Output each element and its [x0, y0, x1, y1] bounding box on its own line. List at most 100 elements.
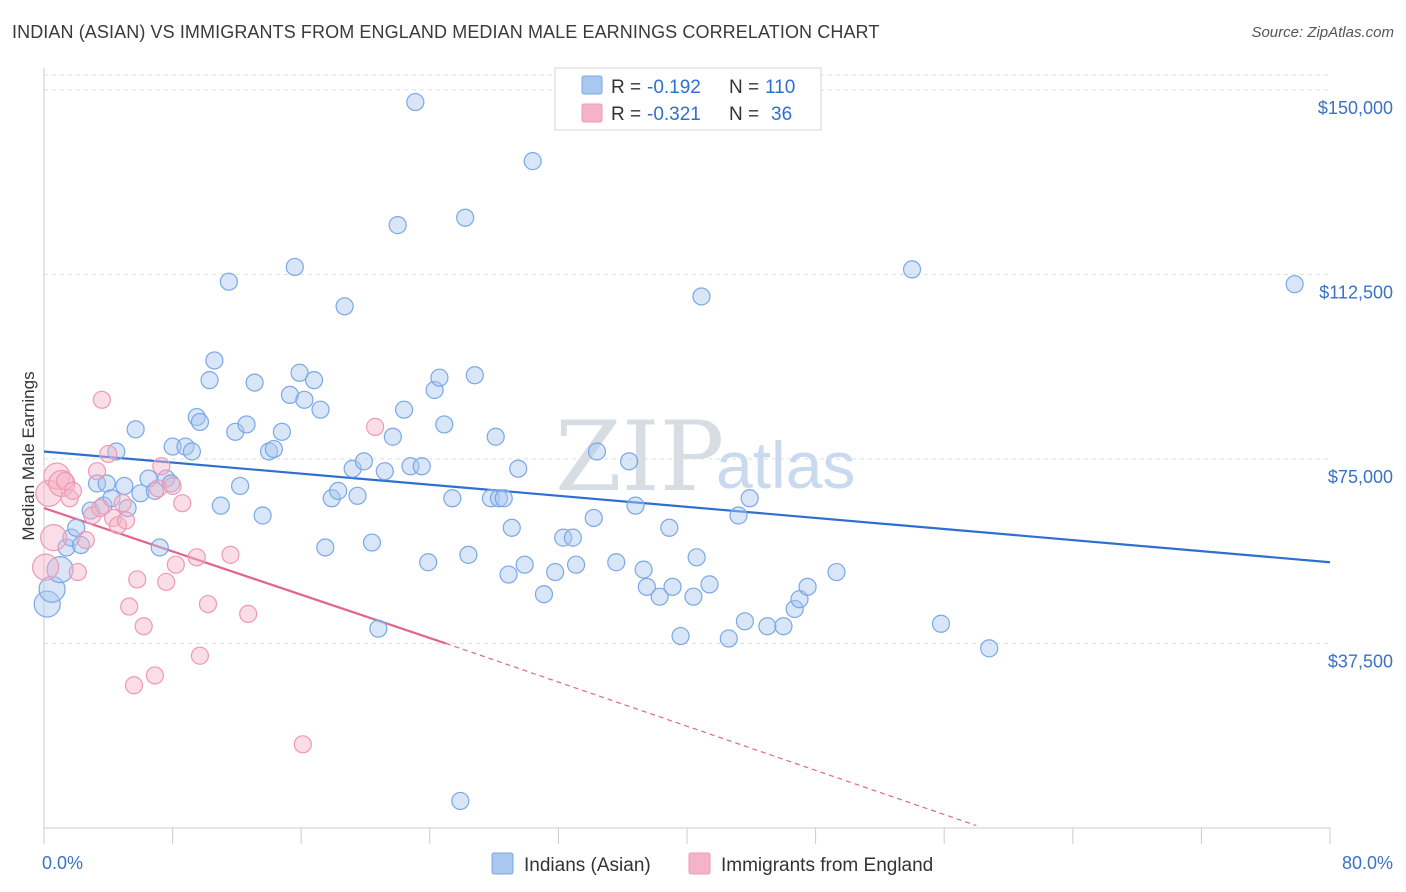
- point-s0-45: [316, 538, 335, 557]
- chart-title: INDIAN (ASIAN) VS IMMIGRANTS FROM ENGLAN…: [12, 22, 880, 42]
- trend-line-0: [43, 450, 1331, 564]
- trend-line-extension-1: [445, 642, 977, 827]
- point-s0-34: [245, 373, 264, 392]
- point-s1-12: [91, 498, 110, 518]
- point-s0-53: [369, 619, 388, 638]
- point-s0-15: [126, 420, 145, 439]
- point-s0-93: [663, 577, 682, 596]
- point-s1-27: [163, 476, 182, 496]
- point-s0-18: [145, 481, 165, 500]
- point-s0-50: [348, 486, 367, 505]
- point-s0-2: [46, 556, 74, 584]
- point-s0-66: [451, 791, 470, 811]
- point-s0-65: [443, 489, 462, 508]
- point-s0-83: [566, 555, 586, 574]
- point-s0-46: [322, 489, 341, 508]
- point-s0-79: [534, 585, 554, 604]
- point-s0-112: [1285, 275, 1304, 294]
- source-credit: Source: ZipAtlas.com: [1251, 24, 1394, 41]
- legend-swatch-england: [581, 103, 603, 123]
- point-s0-28: [205, 351, 224, 370]
- point-s0-19: [150, 538, 169, 557]
- point-s1-28: [166, 555, 185, 574]
- point-s0-81: [554, 528, 573, 547]
- watermark-atlas: atlas: [716, 428, 855, 502]
- point-s0-111: [980, 639, 999, 658]
- point-s0-91: [650, 587, 669, 606]
- point-s0-41: [290, 363, 309, 382]
- watermark-zip: ZIP: [555, 401, 724, 513]
- point-s1-23: [145, 666, 165, 685]
- point-s0-109: [902, 260, 922, 279]
- series-legend: Indians (Asian) Immigrants from England: [491, 852, 933, 876]
- point-s0-0: [33, 590, 61, 618]
- point-s1-36: [366, 417, 385, 436]
- point-s0-5: [67, 518, 86, 537]
- point-s0-60: [412, 457, 431, 476]
- point-s0-47: [329, 481, 348, 500]
- point-s0-98: [700, 575, 719, 594]
- point-s0-24: [182, 442, 201, 461]
- point-s0-101: [735, 612, 754, 631]
- point-s1-33: [221, 545, 240, 564]
- point-s0-64: [435, 415, 454, 434]
- point-s0-100: [729, 506, 748, 525]
- bottom-legend-label-indians: Indians (Asian): [524, 855, 651, 876]
- legend-r-value-2: -0.321: [647, 104, 701, 125]
- point-s0-63: [430, 368, 449, 387]
- x-tick-min-label: 0.0%: [42, 853, 83, 873]
- point-s0-43: [304, 371, 324, 390]
- point-s0-8: [87, 474, 107, 493]
- x-tick-max-label: 80.0%: [1342, 853, 1393, 873]
- point-s0-22: [163, 437, 182, 456]
- point-s0-31: [226, 422, 245, 441]
- point-s1-13: [92, 390, 111, 409]
- point-s1-30: [187, 548, 206, 567]
- point-s0-78: [523, 152, 542, 171]
- point-s1-14: [99, 444, 118, 464]
- y-tick-labels: $37,500 $75,000 $112,500 $150,000: [1318, 98, 1393, 672]
- bottom-legend-label-england: Immigrants from England: [721, 855, 933, 876]
- point-s0-42: [295, 390, 314, 409]
- point-s0-102: [740, 489, 759, 508]
- point-s0-99: [719, 629, 738, 648]
- point-s0-77: [515, 555, 534, 574]
- point-s1-31: [190, 646, 210, 665]
- point-s0-71: [486, 427, 505, 446]
- point-s1-34: [239, 604, 258, 624]
- point-s1-22: [134, 617, 153, 636]
- point-s0-97: [692, 287, 711, 306]
- y-tick-label-3: $150,000: [1318, 98, 1393, 118]
- point-s0-30: [219, 272, 238, 291]
- point-s1-24: [149, 479, 168, 498]
- legend-n-value-1: 110: [765, 77, 795, 98]
- point-s0-40: [285, 257, 304, 277]
- legend-r-label-1: R =: [611, 77, 641, 98]
- point-s0-76: [509, 459, 528, 478]
- point-s0-59: [406, 92, 425, 112]
- point-s0-38: [272, 422, 292, 441]
- point-s1-26: [157, 572, 176, 592]
- legend-n-label-1: N =: [729, 77, 759, 98]
- point-s1-29: [173, 494, 192, 513]
- y-axis-title: Median Male Earnings: [19, 371, 38, 540]
- point-s1-2: [40, 524, 68, 552]
- point-s0-92: [660, 518, 679, 537]
- point-s0-74: [499, 565, 518, 584]
- point-s0-26: [190, 412, 210, 432]
- point-s1-8: [68, 562, 87, 582]
- correlation-legend: R = -0.192 N = 110 R = -0.321 N = 36: [554, 67, 822, 131]
- legend-r-value-1: -0.192: [647, 77, 701, 98]
- point-s0-29: [211, 496, 230, 515]
- point-s0-86: [607, 553, 626, 572]
- point-s0-88: [626, 496, 645, 515]
- point-s0-110: [931, 614, 951, 633]
- point-s0-69: [465, 366, 484, 385]
- y-tick-label-2: $112,500: [1319, 282, 1393, 302]
- point-s0-13: [115, 476, 134, 496]
- point-s1-18: [116, 511, 136, 530]
- point-s0-32: [231, 476, 250, 496]
- point-s0-85: [587, 442, 607, 461]
- point-s0-54: [375, 462, 394, 481]
